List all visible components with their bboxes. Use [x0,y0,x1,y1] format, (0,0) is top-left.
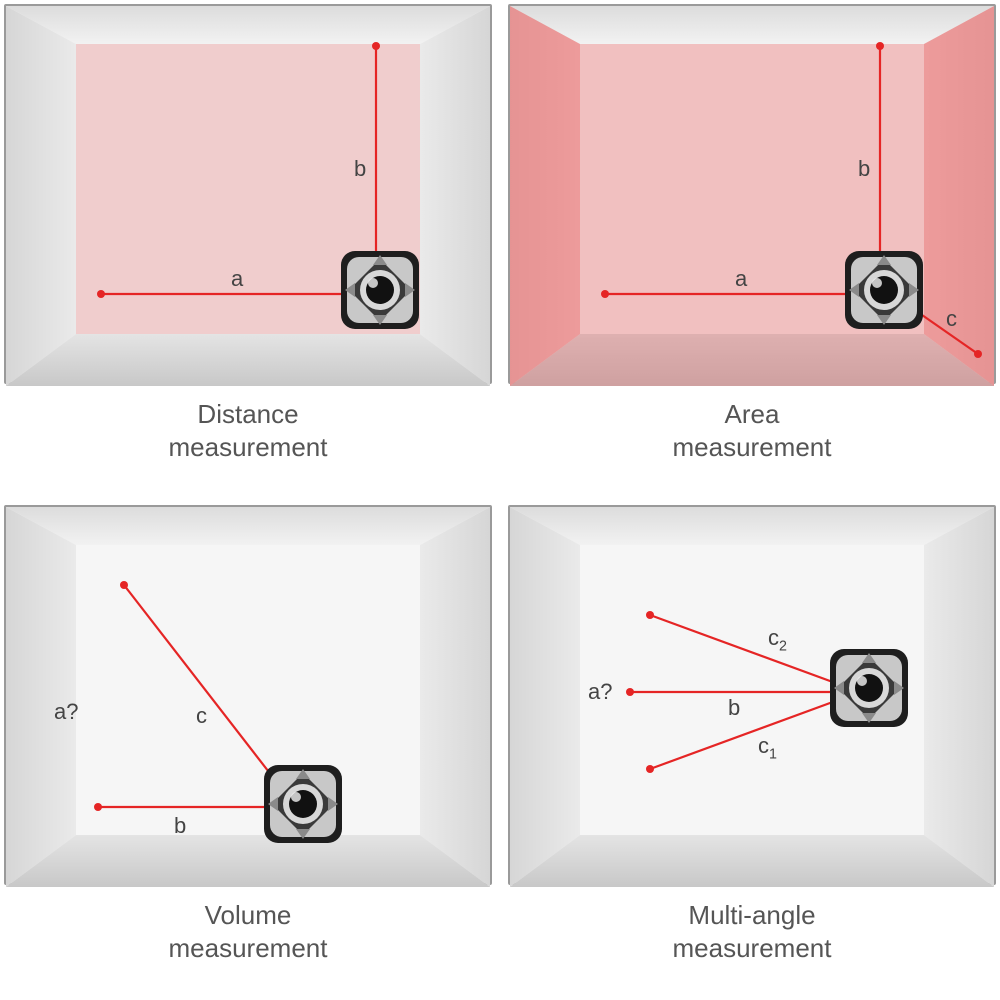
caption-line2: measurement [673,432,832,462]
measure-device-icon [845,251,923,329]
laser-dot-c [974,350,982,358]
label-a: a [735,266,747,292]
laser-dot-a [97,290,105,298]
measure-device-icon [341,251,419,329]
measure-device-icon [830,649,908,727]
panel-distance: a b [4,4,492,384]
floor-tint [510,334,994,386]
room-svg-multiangle [510,507,994,887]
laser-dot-c1 [646,765,654,773]
label-c1: c1 [758,733,777,762]
laser-dot-b [626,688,634,696]
measure-device-icon [264,765,342,843]
laser-dot-c [120,581,128,589]
caption-line1: Area [725,399,780,429]
label-c2-sub: 2 [779,638,787,654]
laser-dot-b [876,42,884,50]
label-a: a? [54,699,78,725]
laser-dot-b [94,803,102,811]
caption-line1: Volume [205,900,292,930]
right-wall-tint [924,6,994,386]
room-svg-volume [6,507,490,887]
label-b: b [174,813,186,839]
caption-distance: Distance measurement [4,392,492,497]
caption-volume: Volume measurement [4,893,492,998]
label-c2-base: c [768,625,779,650]
left-wall-tint [510,6,580,386]
label-c1-base: c [758,733,769,758]
label-a: a [231,266,243,292]
caption-line2: measurement [169,933,328,963]
label-c2: c2 [768,625,787,654]
label-b: b [858,156,870,182]
label-a: a? [588,679,612,705]
caption-multiangle: Multi-angle measurement [508,893,996,998]
laser-dot-b [372,42,380,50]
label-c: c [196,703,207,729]
laser-dot-a [601,290,609,298]
panel-area: a b c [508,4,996,384]
caption-line2: measurement [169,432,328,462]
label-c: c [946,306,957,332]
panel-volume: a? b c [4,505,492,885]
room-svg-distance [6,6,490,386]
label-b: b [728,695,740,721]
caption-line1: Multi-angle [688,900,815,930]
label-c1-sub: 1 [769,746,777,762]
caption-area: Area measurement [508,392,996,497]
laser-dot-c2 [646,611,654,619]
caption-line2: measurement [673,933,832,963]
caption-line1: Distance [197,399,298,429]
label-b: b [354,156,366,182]
panel-multiangle: a? b c1 c2 [508,505,996,885]
room-svg-area [510,6,994,386]
